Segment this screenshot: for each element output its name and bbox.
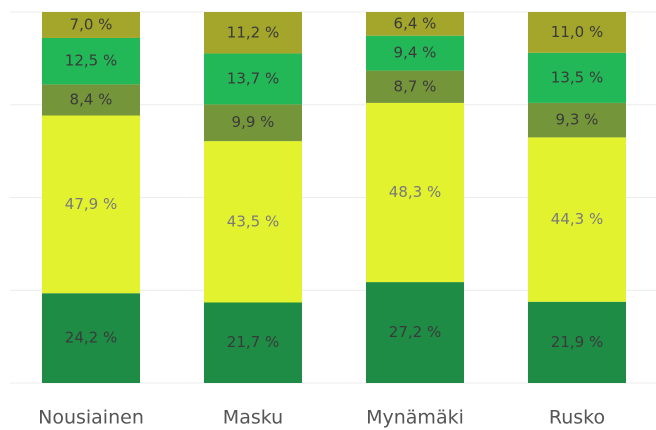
value-label: 13,7 % [227,69,279,87]
value-label: 11,0 % [551,23,603,41]
value-label: 9,9 % [232,113,275,131]
x-tick-label: Mynämäki [366,407,464,429]
bar-segment [204,104,302,142]
x-tick-label: Masku [223,407,283,429]
bar-segment [366,12,464,36]
bar-segment [42,37,140,85]
value-label: 8,7 % [394,77,437,95]
bar-segment [42,293,140,383]
value-label: 6,4 % [394,14,437,32]
value-label: 12,5 % [65,52,117,70]
bar-segment [366,70,464,103]
bar-segment [366,282,464,383]
value-label: 11,2 % [227,23,279,41]
bar-segment [528,102,626,138]
value-label: 7,0 % [70,15,113,33]
bar-segment [42,12,140,38]
bar-segment [366,102,464,283]
value-label: 8,4 % [70,90,113,108]
value-label: 47,9 % [65,195,117,213]
value-label: 27,2 % [389,323,441,341]
bar-segment [204,141,302,303]
bar-segment [528,137,626,302]
bar-segment [528,301,626,383]
bar-segment [42,84,140,116]
x-tick-label: Nousiainen [38,407,144,429]
value-label: 21,9 % [551,333,603,351]
bar-segment [204,53,302,105]
bar-segment [528,12,626,53]
value-label: 44,3 % [551,210,603,228]
bar-segment [204,302,302,383]
value-label: 24,2 % [65,329,117,347]
value-label: 21,7 % [227,333,279,351]
bar-segment [366,35,464,71]
value-label: 48,3 % [389,183,441,201]
bar-segment [204,12,302,54]
bar-segment [528,52,626,103]
x-tick-label: Rusko [549,407,605,429]
bar-segment [42,115,140,294]
value-label: 9,4 % [394,44,437,62]
value-label: 43,5 % [227,212,279,230]
value-label: 13,5 % [551,68,603,86]
value-label: 9,3 % [556,111,599,129]
